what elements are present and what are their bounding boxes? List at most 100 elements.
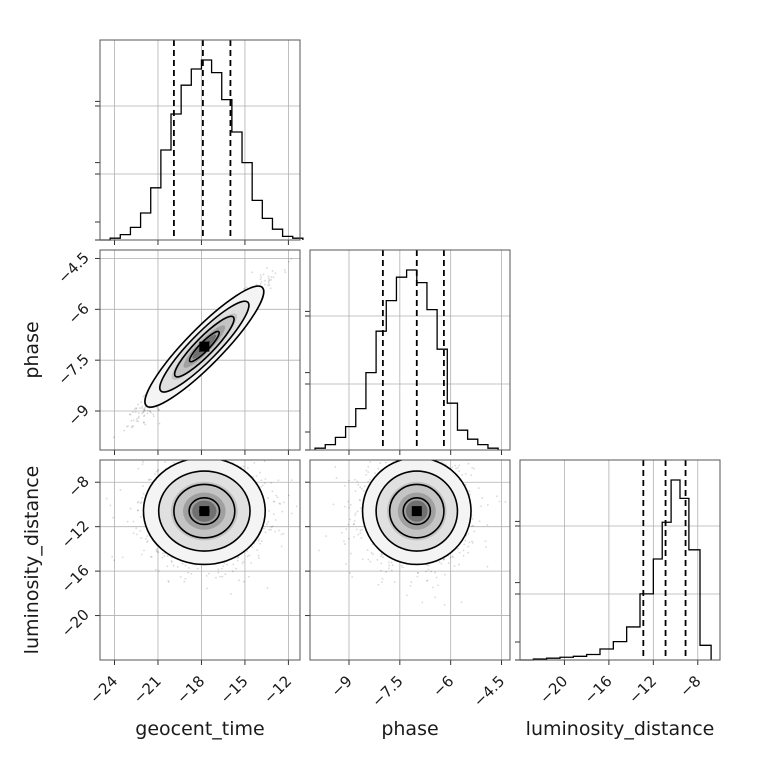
sample-point <box>213 456 215 458</box>
sample-point <box>434 596 437 599</box>
sample-point <box>377 583 380 586</box>
sample-point <box>369 461 372 463</box>
sample-point <box>142 410 145 413</box>
sample-point <box>473 467 476 470</box>
sample-point <box>247 466 249 469</box>
y-tick-label: −12 <box>58 517 93 552</box>
sample-point <box>226 563 229 566</box>
sample-point <box>256 549 259 552</box>
sample-point <box>222 440 224 442</box>
sample-point <box>143 549 145 552</box>
sample-point <box>340 531 343 534</box>
sample-point <box>409 436 411 438</box>
x-tick-label: −18 <box>173 672 208 707</box>
contour-line <box>158 300 250 393</box>
sample-point <box>400 438 402 440</box>
sample-point <box>149 410 151 413</box>
sample-point <box>137 420 140 423</box>
sample-point <box>109 504 112 507</box>
sample-point <box>237 556 240 559</box>
sample-point <box>119 489 122 491</box>
x-tick-label: −21 <box>130 672 165 707</box>
contour-line <box>144 285 265 408</box>
sample-point <box>417 452 419 454</box>
sample-point <box>184 452 186 454</box>
sample-point <box>348 506 350 509</box>
sample-point <box>380 555 383 558</box>
sample-point <box>284 271 287 274</box>
sample-point <box>259 278 262 281</box>
sample-point <box>334 466 337 468</box>
sample-point <box>137 415 140 418</box>
sample-point <box>133 408 136 411</box>
sample-point <box>142 485 144 488</box>
sample-point <box>251 271 254 274</box>
density-peak <box>199 506 210 517</box>
sample-point <box>408 455 410 457</box>
sample-point <box>136 509 139 512</box>
sample-point <box>176 566 179 568</box>
x-tick-label: −12 <box>260 672 295 707</box>
sample-point <box>166 555 169 558</box>
sample-point <box>431 586 434 589</box>
sample-point <box>128 413 131 416</box>
sample-point <box>388 567 390 570</box>
sample-point <box>142 415 145 418</box>
panel-frame <box>99 249 301 451</box>
sample-point <box>370 552 373 554</box>
sample-point <box>158 570 160 572</box>
sample-point <box>146 412 149 415</box>
sample-point <box>253 461 256 464</box>
sample-point <box>447 562 450 564</box>
sample-point <box>274 530 276 533</box>
sample-point <box>426 439 428 441</box>
sample-point <box>242 580 245 583</box>
sample-point <box>187 571 189 574</box>
sample-point <box>366 549 369 551</box>
x-tick-label: −24 <box>86 672 121 707</box>
sample-point <box>440 562 443 565</box>
sample-point <box>110 456 112 458</box>
sample-point <box>410 581 413 583</box>
sample-point <box>202 456 204 458</box>
y-tick-label: −9 <box>64 401 92 429</box>
sample-point <box>105 497 108 500</box>
sample-point <box>388 564 391 567</box>
sample-point <box>166 565 169 568</box>
sample-point <box>425 570 427 573</box>
sample-point <box>437 584 439 587</box>
sample-point <box>269 287 272 290</box>
sample-point <box>426 579 429 582</box>
sample-point <box>367 471 370 474</box>
sample-point <box>167 580 170 582</box>
sample-point <box>230 593 232 595</box>
sample-point <box>485 546 488 549</box>
sample-point <box>486 524 489 526</box>
sample-point <box>261 484 264 487</box>
sample-point <box>390 569 393 572</box>
sample-point <box>271 269 274 272</box>
sample-point <box>380 552 383 555</box>
sample-point <box>190 572 193 575</box>
sample-point <box>361 558 364 561</box>
sample-point <box>142 421 145 424</box>
sample-point <box>145 538 147 540</box>
sample-point <box>155 550 158 552</box>
sample-point <box>480 505 483 508</box>
sample-point <box>377 467 380 470</box>
sample-point <box>393 455 395 457</box>
y-tick-label: −6 <box>64 299 92 327</box>
y-tick-label: −4.5 <box>54 249 92 287</box>
sample-point <box>442 558 445 561</box>
sample-point <box>290 479 293 482</box>
sample-point <box>272 500 275 503</box>
sample-point <box>280 533 283 536</box>
sample-point <box>349 572 351 574</box>
sample-point <box>291 247 293 249</box>
sample-point <box>359 532 362 534</box>
contour-line <box>361 460 472 566</box>
sample-point <box>148 478 151 481</box>
contour-line <box>142 460 266 566</box>
sample-point <box>357 483 360 486</box>
sample-point <box>280 545 283 548</box>
